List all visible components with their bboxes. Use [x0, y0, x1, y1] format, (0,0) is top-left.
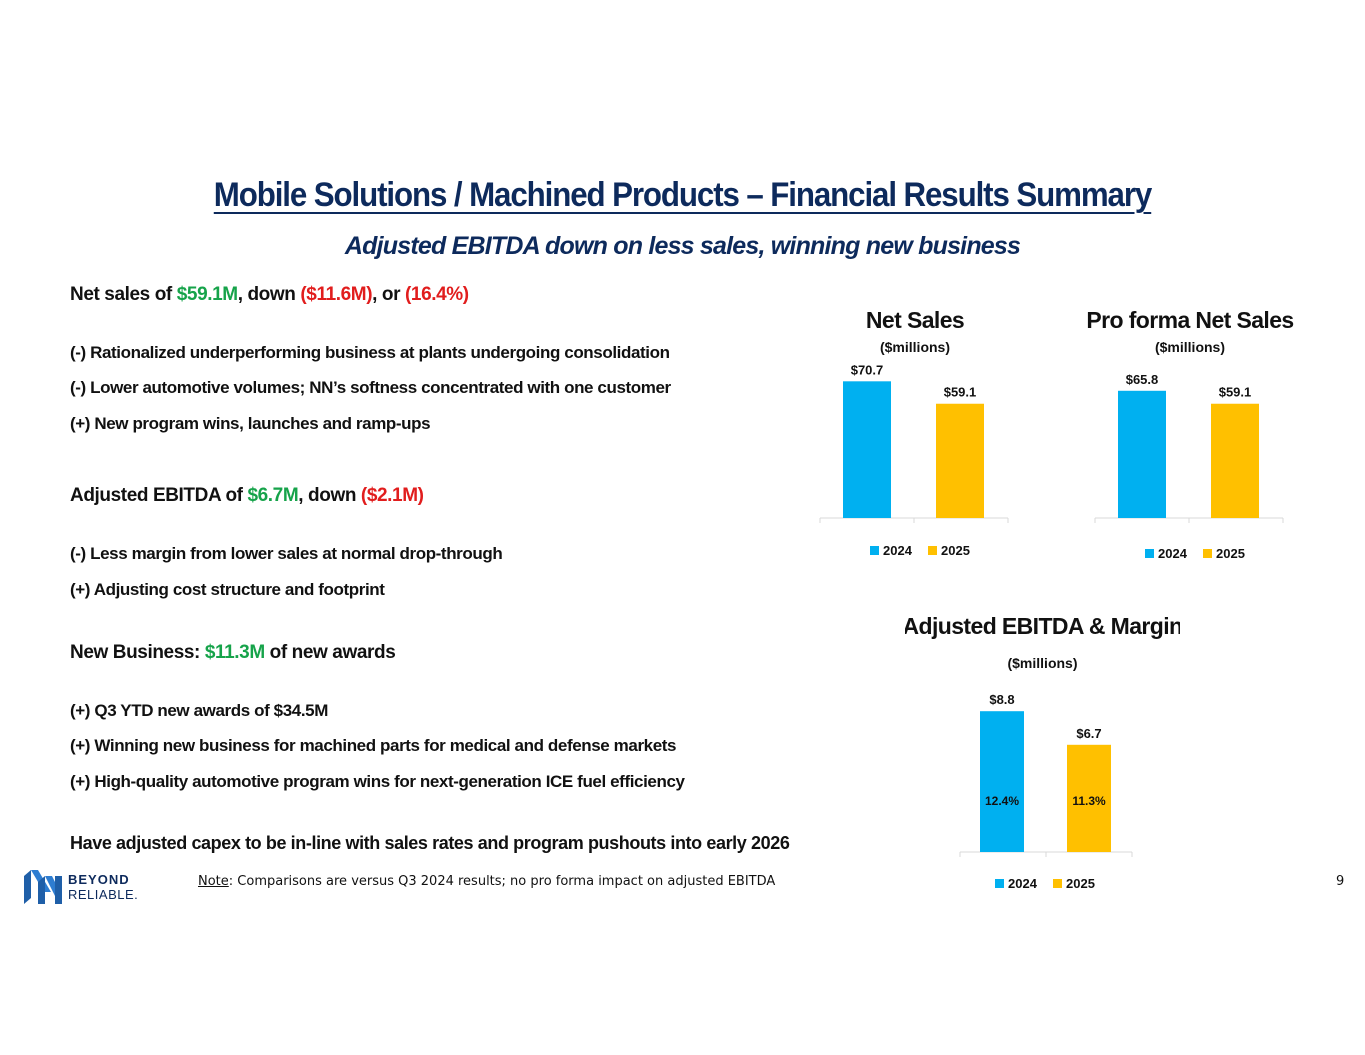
chart-unit-label: ($millions): [880, 339, 950, 355]
legend-swatch: [1053, 879, 1062, 888]
net-sales-bullet: (+) New program wins, launches and ramp-…: [70, 414, 431, 433]
new-business-bullet: (+) Winning new business for machined pa…: [70, 736, 677, 755]
bar-2025: [1067, 744, 1111, 852]
net-sales-prefix: Net sales of: [70, 284, 177, 305]
margin-label: 11.3%: [1072, 794, 1106, 808]
legend-swatch: [995, 879, 1004, 888]
ebitda-change: ($2.1M): [360, 485, 424, 506]
bar-value-label: $59.1: [1219, 385, 1252, 400]
ebitda-bullet: (+) Adjusting cost structure and footpri…: [70, 580, 385, 599]
ebitda-mid: , down: [298, 485, 361, 506]
new-business-suffix: of new awards: [264, 642, 396, 663]
chart-unit-label: ($millions): [1155, 339, 1225, 355]
page-subtitle: Adjusted EBITDA down on less sales, winn…: [344, 232, 1021, 260]
legend-label: 2024: [1008, 876, 1038, 891]
logo-line2: RELIABLE.: [68, 887, 138, 902]
ebitda-prefix: Adjusted EBITDA of: [70, 485, 248, 506]
new-business-bullet: (+) Q3 YTD new awards of $34.5M: [70, 701, 328, 720]
net-sales-pct: (16.4%): [404, 284, 469, 305]
ebitda-bullet: (-) Less margin from lower sales at norm…: [70, 544, 503, 563]
net-sales-change: ($11.6M): [300, 284, 373, 305]
chart-title: Adjusted EBITDA & Margin: [905, 613, 1180, 639]
nn-logo-icon: [24, 870, 62, 904]
adjusted-ebitda-chart: Adjusted EBITDA & Margin ($millions) $8.8 1…: [905, 613, 1180, 891]
bar-2024: [843, 381, 891, 518]
footnote: Note: Comparisons are versus Q3 2024 res…: [198, 874, 775, 889]
net-sales-heading: Net sales of $59.1M, down ($11.6M), or (…: [70, 284, 469, 306]
company-logo: BEYOND RELIABLE.: [24, 870, 138, 904]
chart-unit-label: ($millions): [1007, 655, 1077, 671]
page-number: 9: [1336, 874, 1345, 889]
bar-value-label: $65.8: [1126, 372, 1159, 387]
net-sales-chart: Net Sales ($millions) $70.7 $59.1 2024 2025: [819, 307, 1009, 558]
legend-swatch: [870, 546, 879, 555]
legend-label: 2024: [1158, 546, 1188, 561]
bar-2024: [1118, 390, 1166, 518]
chart-title: Net Sales: [866, 307, 964, 333]
bar-value-label: $59.1: [944, 385, 977, 400]
footnote-text: : Comparisons are versus Q3 2024 results…: [228, 874, 776, 889]
chart-title: Pro forma Net Sales: [1086, 307, 1293, 333]
ebitda-value: $6.7M: [247, 485, 299, 506]
legend-swatch: [1145, 549, 1154, 558]
net-sales-bullet: (-) Rationalized underperforming busines…: [70, 343, 670, 362]
net-sales-mid2: , or: [372, 284, 405, 305]
new-business-bullet: (+) High-quality automotive program wins…: [70, 772, 685, 791]
net-sales-value: $59.1M: [176, 284, 238, 305]
legend-label: 2025: [1066, 876, 1095, 891]
pro-forma-net-sales-chart: Pro forma Net Sales ($millions) $65.8 $59.1…: [1086, 307, 1294, 561]
legend-swatch: [928, 546, 937, 555]
ebitda-heading: Adjusted EBITDA of $6.7M, down ($2.1M): [70, 485, 424, 507]
legend-label: 2025: [1216, 546, 1245, 561]
bar-value-label: $8.8: [989, 692, 1014, 707]
bar-value-label: $70.7: [851, 362, 884, 377]
bar-2024: [980, 711, 1024, 852]
footnote-label: Note: [198, 874, 229, 889]
legend-swatch: [1203, 549, 1212, 558]
page-title: Mobile Solutions / Machined Products – F…: [213, 176, 1153, 214]
net-sales-bullet: (-) Lower automotive volumes; NN’s softn…: [70, 378, 671, 397]
bar-2025: [1211, 403, 1259, 518]
new-business-value: $11.3M: [204, 642, 265, 663]
net-sales-mid: , down: [237, 284, 301, 305]
legend-label: 2025: [941, 543, 970, 558]
margin-label: 12.4%: [985, 794, 1019, 808]
new-business-prefix: New Business:: [70, 642, 205, 663]
logo-line1: BEYOND: [68, 872, 130, 887]
capex-note: Have adjusted capex to be in-line with s…: [70, 833, 790, 853]
new-business-heading: New Business: $11.3M of new awards: [70, 642, 396, 664]
bar-2025: [936, 403, 984, 518]
bar-value-label: $6.7: [1076, 726, 1101, 741]
legend-label: 2024: [883, 543, 913, 558]
